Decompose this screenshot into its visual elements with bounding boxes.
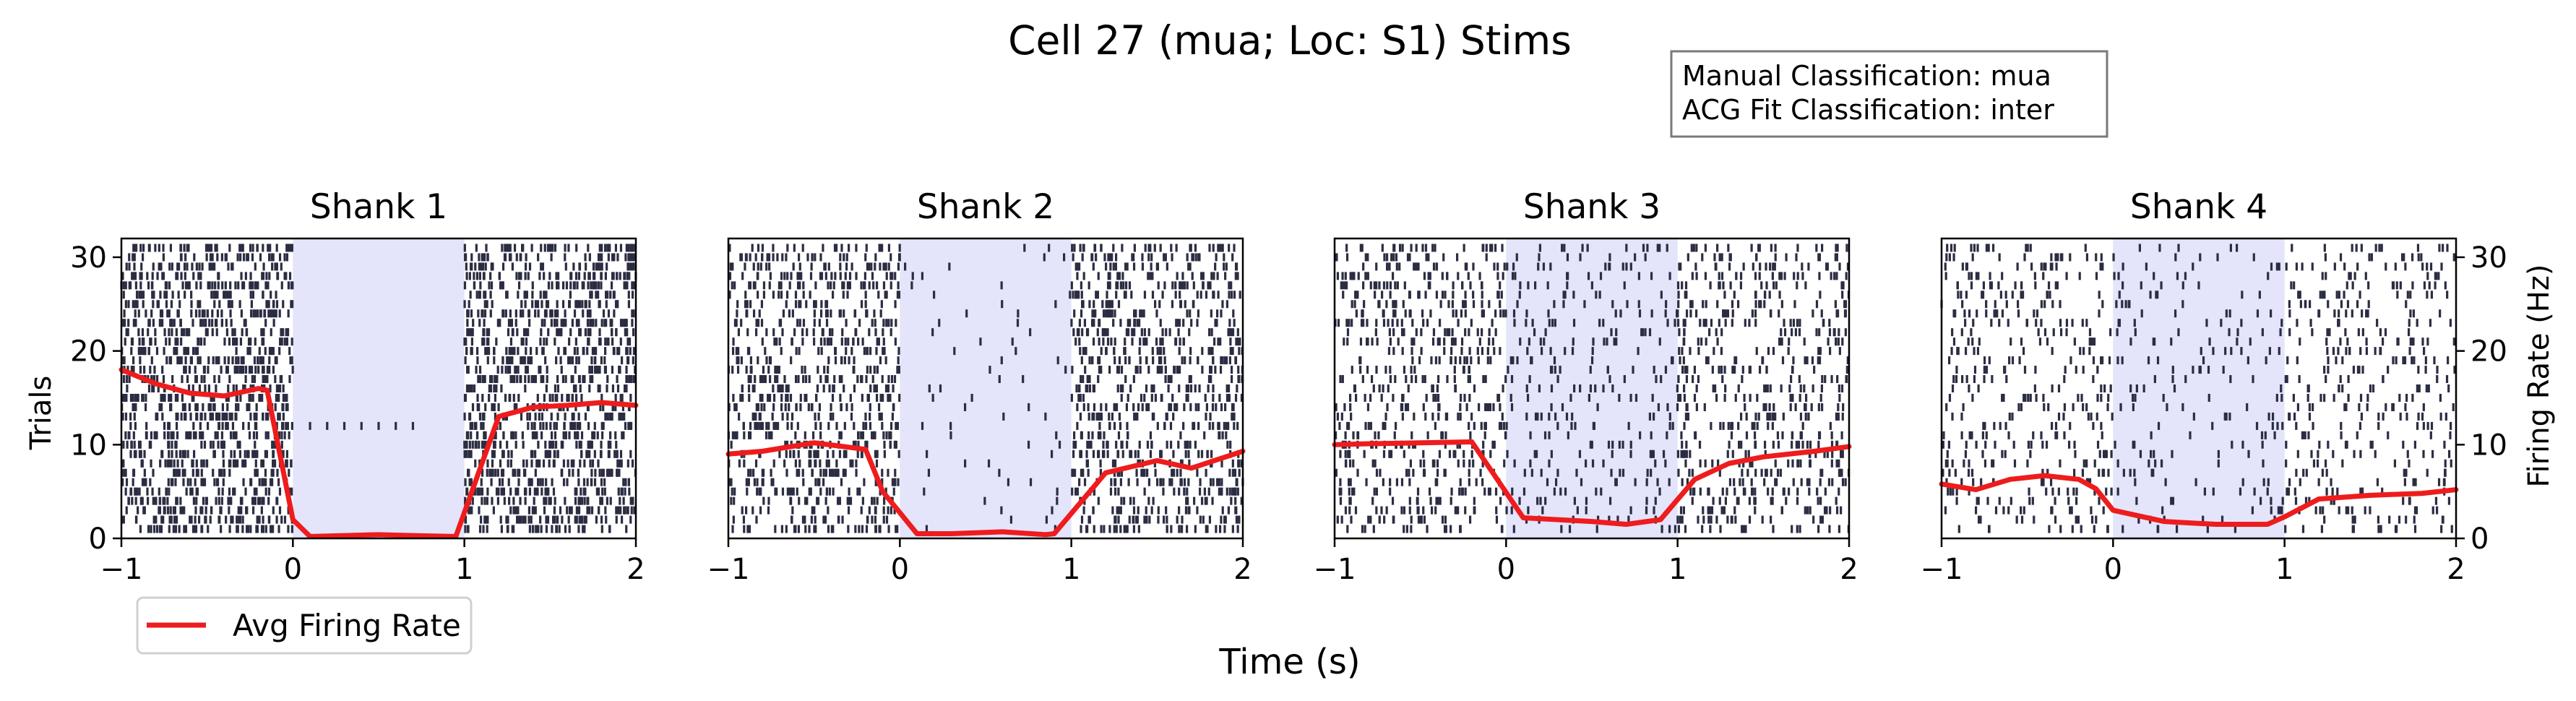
y-tick-label: 10 — [70, 429, 107, 462]
figure-title: Cell 27 (mua; Loc: S1) Stims — [1008, 17, 1572, 64]
x-tick-label: 1 — [455, 553, 473, 586]
panel-shank-2: Shank 2 −1 0 1 2 — [707, 187, 1252, 586]
y-tick-label: 30 — [70, 241, 107, 275]
manual-classification-text: Manual Classification: mua — [1682, 60, 2051, 92]
x-tick-label: 2 — [626, 553, 645, 586]
panel-title: Shank 1 — [310, 187, 447, 227]
x-tick-label: 0 — [891, 553, 909, 586]
x-tick-label: 2 — [1233, 553, 1252, 586]
classification-box: Manual Classification: mua ACG Fit Class… — [1671, 51, 2107, 137]
x-tick-label: 1 — [1062, 553, 1080, 586]
stim-window-shade — [293, 238, 464, 538]
x-tick-label: −1 — [100, 553, 143, 586]
panel-title: Shank 2 — [917, 187, 1054, 227]
acg-fit-classification-text: ACG Fit Classification: inter — [1682, 94, 2054, 126]
y-tick-label: 20 — [70, 335, 107, 369]
stim-window-shade — [900, 238, 1071, 538]
panel-shank-3: Shank 3−1 0 1 2 — [1314, 187, 1858, 586]
x-tick-label: 0 — [284, 553, 302, 586]
y-tick-label: 0 — [89, 522, 107, 556]
x-tick-label: −1 — [707, 553, 750, 586]
